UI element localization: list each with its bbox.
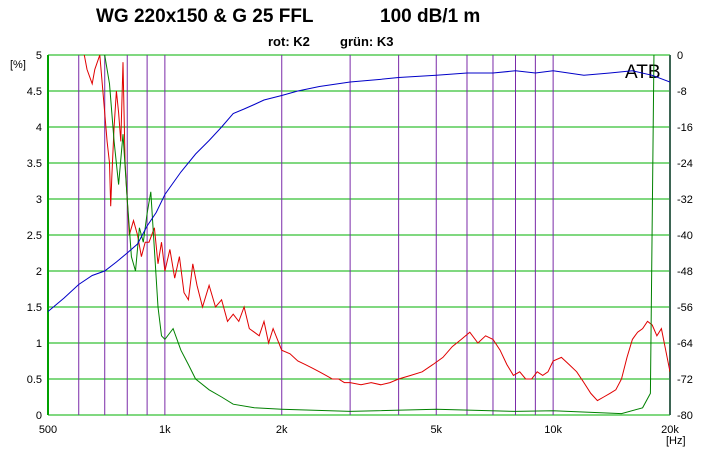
x-tick-label: 10k <box>544 424 562 436</box>
x-tick-label: 500 <box>39 424 57 436</box>
y-left-tick-label: 0.5 <box>27 374 42 386</box>
legend-green-label: grün: K3 <box>340 34 394 49</box>
y-left-tick-label: 4 <box>36 122 42 134</box>
legend-red-label: rot: K2 <box>268 34 310 49</box>
y-right-tick-label: -32 <box>677 194 693 206</box>
series-line-blue-frequency-response <box>48 70 670 312</box>
y-left-tick-label: 1.5 <box>27 302 42 314</box>
y-right-tick-label: 0 <box>677 50 683 62</box>
y-right-tick-label: -72 <box>677 374 693 386</box>
series-line-red-k2 <box>82 55 670 402</box>
series-line-green-k3 <box>102 55 655 415</box>
y-right-tick-label: -64 <box>677 338 693 350</box>
y-right-tick-label: -16 <box>677 122 693 134</box>
y-right-tick-label: -80 <box>677 410 693 422</box>
y-left-tick-label: 3.5 <box>27 158 42 170</box>
y-right-tick-label: -24 <box>677 158 693 170</box>
chart-title: WG 220x150 & G 25 FFL <box>96 6 314 27</box>
y-left-tick-label: 2.5 <box>27 230 42 242</box>
watermark-text: ATB <box>625 62 661 83</box>
y-left-tick-label: 0 <box>36 410 42 422</box>
y-left-tick-label: 2 <box>36 266 42 278</box>
y-left-tick-label: 1 <box>36 338 42 350</box>
x-tick-label: 20k <box>661 424 679 436</box>
chart-title-level: 100 dB/1 m <box>380 6 481 27</box>
left-axis-unit: [%] <box>10 59 26 71</box>
chart-title-row: WG 220x150 & G 25 FFL 100 dB/1 m <box>0 6 701 32</box>
y-right-tick-label: -56 <box>677 302 693 314</box>
y-left-tick-label: 3 <box>36 194 42 206</box>
y-left-tick-label: 4.5 <box>27 86 42 98</box>
chart-subtitle-row: rot: K2 grün: K3 <box>0 34 701 50</box>
x-tick-label: 5k <box>430 424 442 436</box>
y-right-tick-label: -48 <box>677 266 693 278</box>
x-tick-label: 1k <box>159 424 171 436</box>
x-tick-label: 2k <box>276 424 288 436</box>
y-left-tick-label: 5 <box>36 50 42 62</box>
y-right-tick-label: -40 <box>677 230 693 242</box>
y-right-tick-label: -8 <box>677 86 687 98</box>
x-axis-unit: [Hz] <box>666 435 686 447</box>
